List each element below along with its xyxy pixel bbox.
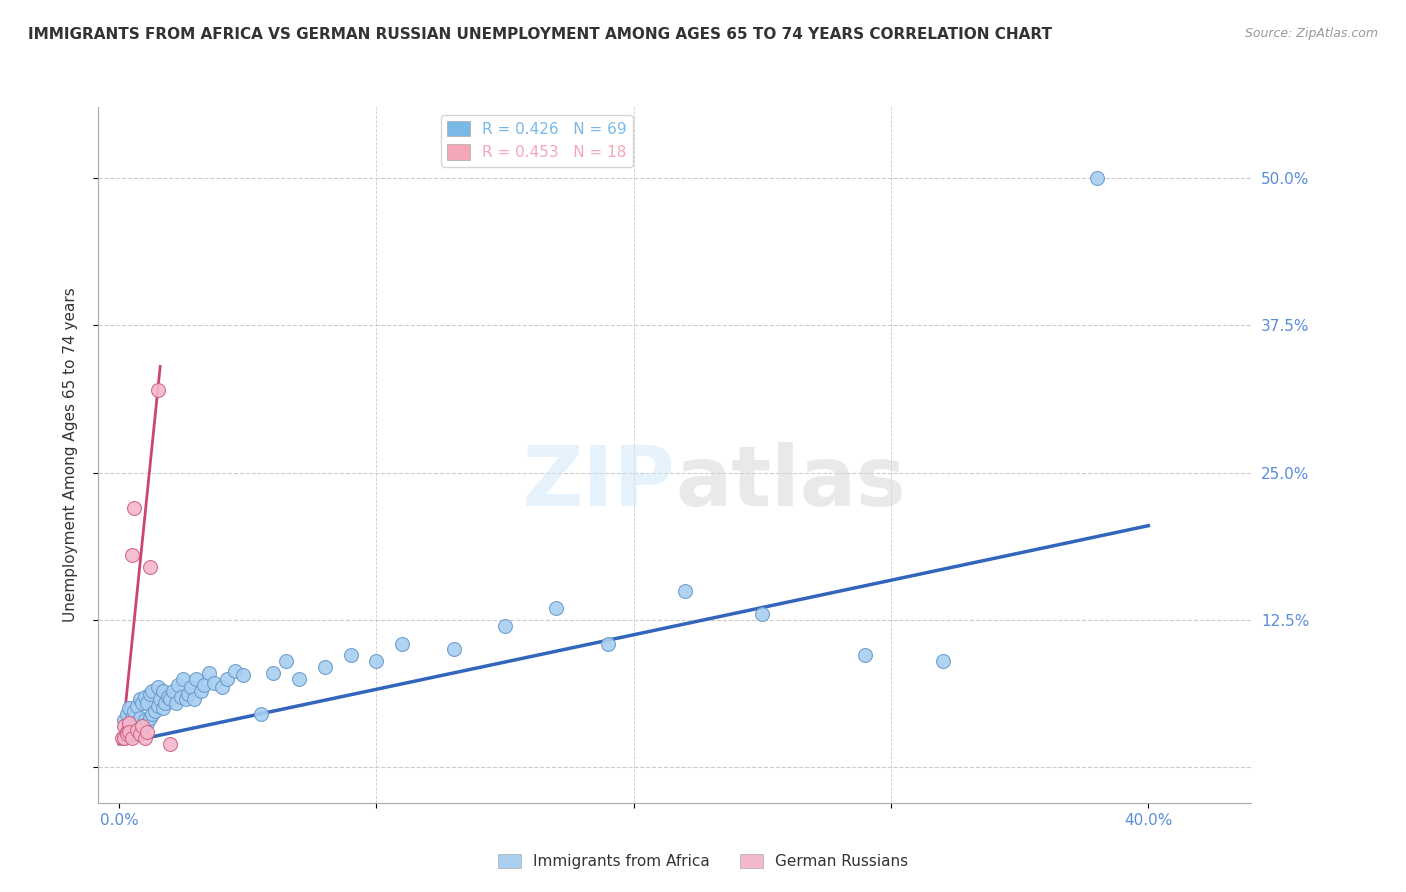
Legend: R = 0.426   N = 69, R = 0.453   N = 18: R = 0.426 N = 69, R = 0.453 N = 18 bbox=[440, 115, 633, 167]
Point bbox=[174, 692, 197, 706]
Point bbox=[198, 666, 221, 681]
Point bbox=[170, 690, 193, 704]
Point bbox=[224, 664, 246, 678]
Text: atlas: atlas bbox=[675, 442, 905, 524]
Point bbox=[115, 725, 138, 739]
Legend: Immigrants from Africa, German Russians: Immigrants from Africa, German Russians bbox=[492, 848, 914, 875]
Point bbox=[118, 715, 141, 730]
Point bbox=[134, 731, 156, 745]
Point bbox=[124, 704, 146, 718]
Y-axis label: Unemployment Among Ages 65 to 74 years: Unemployment Among Ages 65 to 74 years bbox=[63, 287, 77, 623]
Point bbox=[596, 637, 619, 651]
Point bbox=[146, 680, 169, 694]
Text: IMMIGRANTS FROM AFRICA VS GERMAN RUSSIAN UNEMPLOYMENT AMONG AGES 65 TO 74 YEARS : IMMIGRANTS FROM AFRICA VS GERMAN RUSSIAN… bbox=[28, 27, 1052, 42]
Point bbox=[136, 696, 159, 710]
Point bbox=[121, 711, 143, 725]
Point bbox=[152, 683, 174, 698]
Point bbox=[546, 601, 568, 615]
Point bbox=[128, 725, 150, 739]
Point bbox=[124, 723, 146, 737]
Point bbox=[443, 642, 465, 657]
Point bbox=[149, 692, 172, 706]
Point bbox=[217, 672, 239, 686]
Point bbox=[366, 654, 388, 668]
Point bbox=[202, 675, 225, 690]
Point bbox=[131, 719, 153, 733]
Point bbox=[134, 690, 156, 704]
Point bbox=[193, 678, 215, 692]
Point bbox=[167, 678, 190, 692]
Point bbox=[118, 719, 141, 733]
Point bbox=[146, 383, 169, 397]
Point bbox=[115, 727, 138, 741]
Point bbox=[180, 680, 202, 694]
Point bbox=[146, 699, 169, 714]
Point bbox=[139, 711, 162, 725]
Point bbox=[124, 500, 146, 515]
Point bbox=[1085, 170, 1108, 185]
Point bbox=[125, 723, 148, 737]
Point bbox=[853, 648, 876, 663]
Text: ZIP: ZIP bbox=[523, 442, 675, 524]
Point bbox=[172, 672, 194, 686]
Point bbox=[125, 715, 148, 730]
Point bbox=[110, 731, 132, 745]
Point bbox=[190, 683, 212, 698]
Point bbox=[183, 692, 205, 706]
Point bbox=[134, 713, 156, 727]
Point bbox=[288, 672, 311, 686]
Point bbox=[112, 719, 135, 733]
Text: Source: ZipAtlas.com: Source: ZipAtlas.com bbox=[1244, 27, 1378, 40]
Point bbox=[391, 637, 413, 651]
Point bbox=[186, 672, 208, 686]
Point bbox=[156, 690, 179, 704]
Point bbox=[494, 619, 516, 633]
Point bbox=[125, 699, 148, 714]
Point bbox=[139, 560, 162, 574]
Point bbox=[112, 731, 135, 745]
Point bbox=[131, 696, 153, 710]
Point bbox=[159, 692, 181, 706]
Point bbox=[141, 707, 163, 722]
Point bbox=[262, 666, 284, 681]
Point bbox=[115, 725, 138, 739]
Point bbox=[128, 692, 150, 706]
Point bbox=[136, 725, 159, 739]
Point bbox=[931, 654, 953, 668]
Point bbox=[128, 727, 150, 741]
Point bbox=[118, 725, 141, 739]
Point bbox=[121, 731, 143, 745]
Point bbox=[128, 711, 150, 725]
Point bbox=[339, 648, 361, 663]
Point bbox=[118, 701, 141, 715]
Point bbox=[143, 704, 166, 718]
Point bbox=[141, 683, 163, 698]
Point bbox=[165, 696, 187, 710]
Point bbox=[136, 715, 159, 730]
Point bbox=[139, 687, 162, 701]
Point bbox=[276, 654, 298, 668]
Point bbox=[152, 701, 174, 715]
Point bbox=[115, 707, 138, 722]
Point bbox=[211, 680, 233, 694]
Point bbox=[131, 719, 153, 733]
Point bbox=[155, 696, 177, 710]
Point bbox=[751, 607, 773, 621]
Point bbox=[249, 707, 271, 722]
Point bbox=[177, 687, 200, 701]
Point bbox=[162, 683, 184, 698]
Point bbox=[159, 737, 181, 751]
Point bbox=[673, 583, 696, 598]
Point bbox=[112, 731, 135, 745]
Point bbox=[231, 668, 254, 682]
Point bbox=[112, 713, 135, 727]
Point bbox=[314, 660, 336, 674]
Point bbox=[121, 727, 143, 741]
Point bbox=[121, 548, 143, 562]
